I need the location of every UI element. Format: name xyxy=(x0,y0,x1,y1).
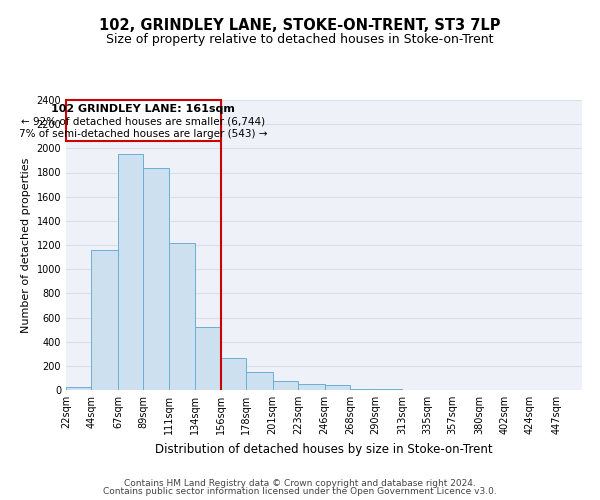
Bar xyxy=(325,386,350,390)
Text: 102 GRINDLEY LANE: 161sqm: 102 GRINDLEY LANE: 161sqm xyxy=(52,104,235,114)
Bar xyxy=(298,384,325,390)
Bar xyxy=(118,154,143,390)
Bar xyxy=(246,372,272,390)
Bar xyxy=(221,358,246,390)
Bar xyxy=(143,168,169,390)
Bar xyxy=(169,242,195,390)
Bar xyxy=(272,380,298,390)
Text: Size of property relative to detached houses in Stoke-on-Trent: Size of property relative to detached ho… xyxy=(106,32,494,46)
Text: Contains HM Land Registry data © Crown copyright and database right 2024.: Contains HM Land Registry data © Crown c… xyxy=(124,478,476,488)
Text: 7% of semi-detached houses are larger (543) →: 7% of semi-detached houses are larger (5… xyxy=(19,128,268,138)
Y-axis label: Number of detached properties: Number of detached properties xyxy=(21,158,31,332)
Bar xyxy=(91,250,118,390)
Bar xyxy=(376,389,402,390)
Text: 102, GRINDLEY LANE, STOKE-ON-TRENT, ST3 7LP: 102, GRINDLEY LANE, STOKE-ON-TRENT, ST3 … xyxy=(99,18,501,32)
Bar xyxy=(66,387,91,390)
FancyBboxPatch shape xyxy=(66,100,221,141)
X-axis label: Distribution of detached houses by size in Stoke-on-Trent: Distribution of detached houses by size … xyxy=(155,442,493,456)
Text: Contains public sector information licensed under the Open Government Licence v3: Contains public sector information licen… xyxy=(103,487,497,496)
Text: ← 92% of detached houses are smaller (6,744): ← 92% of detached houses are smaller (6,… xyxy=(21,116,265,126)
Bar xyxy=(350,388,376,390)
Bar xyxy=(195,326,221,390)
